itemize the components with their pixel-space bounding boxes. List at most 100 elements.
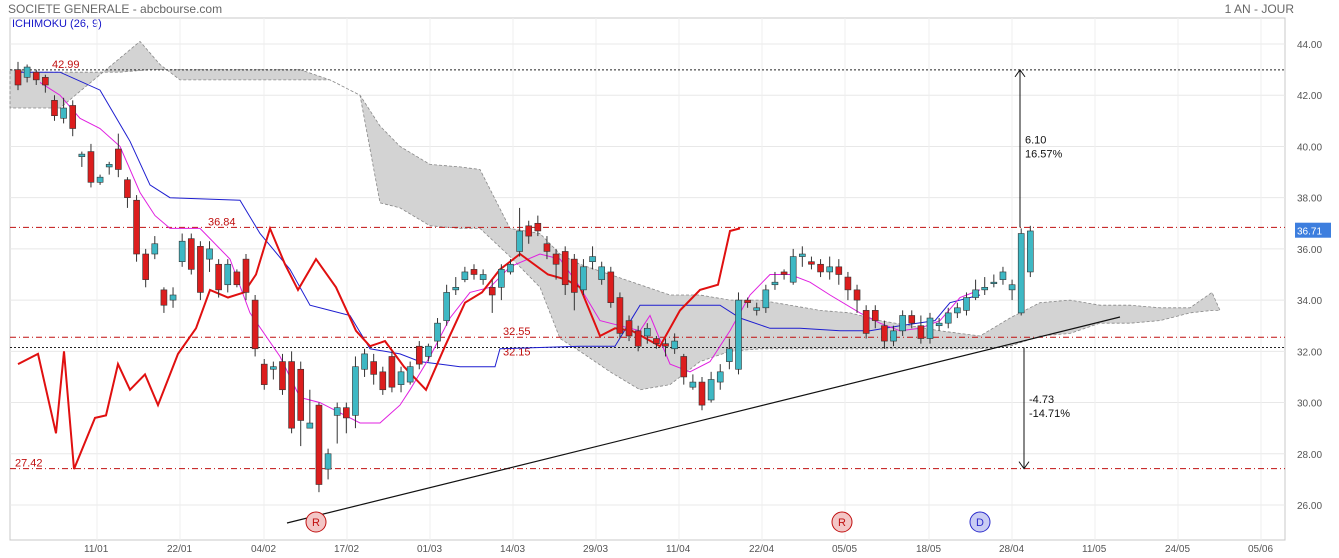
candle-body bbox=[716, 371, 724, 383]
candle-up bbox=[944, 307, 952, 329]
y-tick-label: 36.00 bbox=[1297, 245, 1322, 256]
candle-body bbox=[124, 179, 131, 198]
candle-body bbox=[169, 294, 177, 301]
candle-body bbox=[415, 345, 423, 365]
ichimoku-cloud bbox=[9, 40, 1221, 391]
candle-down bbox=[160, 287, 168, 313]
candle-up bbox=[397, 366, 405, 393]
measure-percent: 16.57% bbox=[1025, 149, 1063, 161]
candle-body bbox=[443, 292, 450, 321]
candle-body bbox=[69, 105, 77, 129]
x-tick-label: 05/06 bbox=[1248, 544, 1273, 555]
candle-body bbox=[561, 251, 569, 286]
candle-down bbox=[260, 359, 268, 390]
candle-down bbox=[115, 133, 122, 178]
candle-body bbox=[808, 261, 815, 265]
candle-up bbox=[169, 287, 177, 308]
x-tick-label: 11/01 bbox=[84, 544, 109, 555]
candle-body bbox=[224, 263, 232, 286]
candle-body bbox=[42, 76, 49, 86]
candle-up bbox=[361, 348, 368, 377]
candle-up bbox=[580, 259, 587, 295]
candle-body bbox=[270, 366, 277, 370]
candle-body bbox=[726, 348, 733, 362]
candle-down bbox=[42, 74, 49, 93]
candle-up bbox=[1017, 228, 1025, 316]
candle-up bbox=[926, 312, 934, 344]
candle-body bbox=[598, 266, 605, 280]
candle-body bbox=[707, 379, 715, 401]
candle-down bbox=[51, 95, 58, 121]
candle-down bbox=[653, 335, 660, 349]
candle-body bbox=[653, 338, 660, 344]
candle-up bbox=[434, 318, 441, 349]
candle-down bbox=[534, 215, 542, 237]
candle-up bbox=[726, 338, 733, 370]
candle-body bbox=[488, 287, 496, 296]
candle-body bbox=[963, 297, 970, 311]
x-tick-label: 05/05 bbox=[832, 544, 857, 555]
x-tick-label: 11/04 bbox=[666, 544, 691, 555]
candle-down bbox=[908, 310, 916, 329]
candle-body bbox=[370, 361, 377, 375]
candle-body bbox=[862, 310, 870, 334]
candle-down bbox=[680, 353, 688, 385]
candle-up bbox=[981, 277, 989, 295]
candle-body bbox=[115, 148, 122, 170]
candle-body bbox=[580, 266, 587, 291]
candle-down bbox=[215, 259, 222, 298]
candle-body bbox=[662, 343, 669, 347]
y-tick-label: 26.00 bbox=[1297, 501, 1322, 512]
candle-body bbox=[789, 256, 797, 283]
candle-body bbox=[972, 289, 979, 298]
candle-up bbox=[1027, 225, 1034, 278]
candle-up bbox=[643, 323, 651, 344]
x-tick-label: 22/01 bbox=[167, 544, 192, 555]
candle-up bbox=[899, 310, 906, 336]
candle-body bbox=[51, 100, 58, 117]
candle-up bbox=[826, 256, 833, 280]
candle-body bbox=[990, 281, 998, 284]
candle-down bbox=[881, 320, 888, 349]
candle-up bbox=[963, 292, 970, 316]
candle-body bbox=[1027, 230, 1034, 273]
candle-up bbox=[671, 333, 678, 354]
candle-body bbox=[187, 238, 195, 270]
candle-down bbox=[917, 315, 925, 344]
candle-up bbox=[972, 279, 979, 301]
y-tick-label: 34.00 bbox=[1297, 296, 1322, 307]
candle-up bbox=[990, 274, 998, 288]
candle-body bbox=[899, 315, 906, 332]
y-tick-label: 30.00 bbox=[1297, 399, 1322, 410]
candle-up bbox=[443, 284, 450, 326]
measure-value: -4.73 bbox=[1029, 394, 1054, 406]
candle-down bbox=[625, 315, 633, 342]
candle-up bbox=[452, 277, 460, 295]
candle-up bbox=[479, 269, 487, 285]
candle-up bbox=[735, 292, 742, 375]
level-label: 32.55 bbox=[503, 326, 531, 338]
candle-up bbox=[78, 151, 86, 167]
chikou-line bbox=[17, 225, 741, 470]
candle-down bbox=[698, 376, 706, 411]
candle-down bbox=[607, 266, 615, 308]
x-tick-label: 01/03 bbox=[417, 544, 442, 555]
chart-period: 1 AN - JOUR bbox=[1224, 2, 1294, 16]
candle-up bbox=[461, 266, 469, 283]
x-tick-label: 29/03 bbox=[583, 544, 608, 555]
candle-body bbox=[771, 281, 779, 286]
candle-body bbox=[844, 276, 852, 291]
candle-body bbox=[853, 289, 861, 301]
candle-body bbox=[643, 327, 651, 337]
candle-body bbox=[479, 274, 487, 280]
candle-body bbox=[105, 164, 113, 168]
candle-body bbox=[288, 361, 295, 429]
candle-body bbox=[297, 368, 305, 421]
candle-down bbox=[662, 338, 669, 357]
candle-down bbox=[124, 177, 131, 208]
candle-body bbox=[60, 107, 67, 119]
candle-up bbox=[771, 271, 779, 290]
candle-body bbox=[379, 371, 387, 391]
candle-body bbox=[470, 269, 478, 275]
candle-down bbox=[561, 246, 569, 295]
